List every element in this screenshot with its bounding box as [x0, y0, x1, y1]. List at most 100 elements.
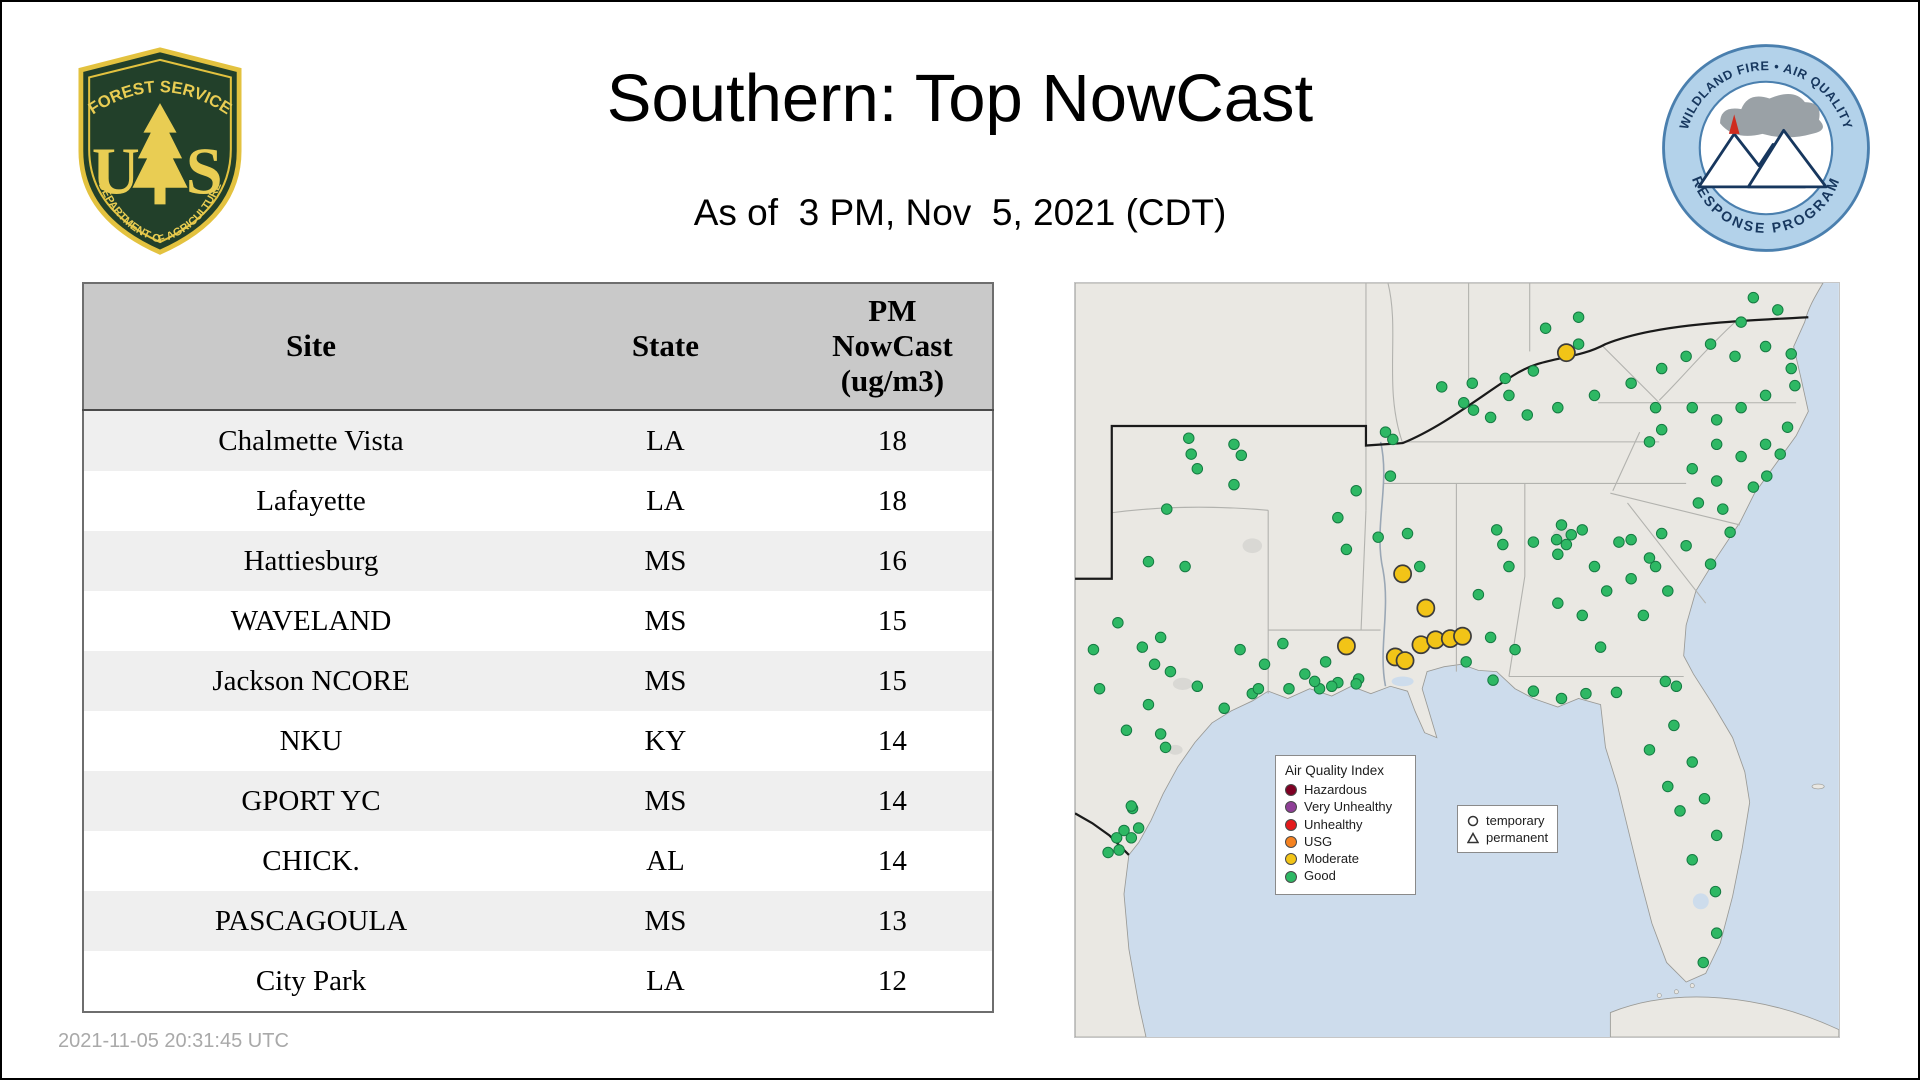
- monitor-dot-moderate: [1453, 626, 1472, 646]
- monitor-dot-good: [1503, 389, 1515, 402]
- monitor-dot-good: [1686, 756, 1698, 768]
- monitor-dot-good: [1161, 503, 1173, 515]
- column-header-pm-nowcast: PM NowCast (ug/m3): [792, 283, 993, 411]
- site-cell: City Park: [255, 964, 367, 997]
- monitor-dot-good: [1527, 536, 1540, 548]
- mississippi-river: [1379, 441, 1387, 687]
- monitor-dot-good: [1125, 832, 1138, 844]
- legend-row-temporary: temporary: [1467, 813, 1548, 828]
- monitor-dot-good: [1472, 588, 1485, 601]
- monitor-dot-good: [1401, 527, 1414, 540]
- table-row: City Park LA 12: [83, 951, 993, 1012]
- state-borders: [1111, 283, 1797, 694]
- monitor-dot-good: [1228, 478, 1240, 491]
- permanent-label: permanent: [1486, 830, 1549, 845]
- legend-item: Moderate: [1285, 851, 1406, 866]
- value-cell: 13: [877, 904, 907, 937]
- monitor-dot-good: [1332, 511, 1344, 524]
- state-cell: MS: [644, 784, 687, 817]
- monitor-dot-good: [1659, 675, 1672, 688]
- monitor-dot-good: [1655, 362, 1668, 375]
- state-cell: MS: [644, 544, 687, 577]
- monitor-map: Air Quality Index Hazardous Very Unhealth…: [1074, 282, 1840, 1038]
- map-canvas: [1075, 283, 1839, 1037]
- legend-label: Unhealthy: [1304, 816, 1363, 832]
- pine-tree-icon: [132, 103, 188, 205]
- monitor-dot-good: [1228, 438, 1240, 451]
- table-row: Jackson NCORE MS 15: [83, 651, 993, 711]
- site-cell: PASCAGOULA: [214, 904, 408, 937]
- monitor-dot-good: [1102, 846, 1114, 859]
- monitor-dot-good: [1576, 609, 1589, 622]
- monitor-dot-good: [1484, 411, 1497, 424]
- legend-row-permanent: permanent: [1467, 830, 1548, 845]
- monitor-dot-good: [1710, 414, 1723, 426]
- monitor-dot-good: [1789, 379, 1801, 392]
- legend-color-swatch: [1285, 870, 1297, 883]
- monitor-dot-good: [1191, 680, 1204, 693]
- page-title: Southern: Top NowCast: [606, 61, 1314, 136]
- value-cell: 12: [877, 964, 907, 997]
- nowcast-table-header: Site State PM NowCast (ug/m3): [83, 283, 993, 411]
- value-cell: 16: [877, 544, 907, 577]
- legend-color-swatch: [1285, 853, 1297, 866]
- monitor-dot-good: [1674, 805, 1686, 817]
- monitor-dot-good: [1692, 497, 1705, 509]
- table-row: CHICK. AL 14: [83, 831, 993, 891]
- monitor-dot-good: [1112, 616, 1124, 629]
- monitor-dot-good: [1299, 668, 1311, 680]
- monitor-dot-good: [1387, 433, 1399, 446]
- bahama-island: [1811, 783, 1825, 790]
- monitor-dot-good: [1759, 340, 1772, 353]
- monitor-dot-good: [1610, 686, 1623, 699]
- table-row: PASCAGOULA MS 13: [83, 891, 993, 951]
- state-cell: AL: [646, 844, 685, 877]
- smoke-plume-icon: [1720, 93, 1823, 138]
- monitor-dot-good: [1686, 401, 1698, 414]
- monitor-dot-good: [1527, 685, 1540, 697]
- legend-color-swatch: [1285, 801, 1297, 814]
- column-header-state: State: [538, 283, 793, 411]
- value-cell: 15: [877, 664, 907, 697]
- monitor-dot-good: [1159, 741, 1172, 754]
- monitor-dot-good: [1154, 728, 1167, 740]
- state-cell: MS: [644, 604, 687, 637]
- monitor-dot-good: [1460, 656, 1472, 668]
- monitor-dot-good: [1487, 674, 1499, 686]
- legend-color-swatch: [1285, 818, 1297, 831]
- monitor-dot-good: [1521, 409, 1534, 421]
- monitor-dot-good: [1655, 423, 1668, 436]
- nowcast-table-body: Chalmette Vista LA 18 Lafayette LA 18 Hattiesb…: [83, 410, 993, 1012]
- wildland-fire-air-quality-logo: WILDLAND FIRE • AIR QUALITY RESPONSE PRO…: [1662, 44, 1870, 252]
- monitor-dot-good: [1710, 438, 1723, 451]
- monitor-dot-good: [1649, 401, 1662, 414]
- moderate-monitor-dots: [1336, 343, 1576, 671]
- monitor-dot-good: [1340, 543, 1353, 556]
- monitor-dot-good: [1467, 404, 1480, 416]
- monitor-dot-good: [1183, 432, 1195, 444]
- page-subtitle: As of 3 PM, Nov 5, 2021 (CDT): [693, 192, 1227, 233]
- site-cell: CHICK.: [262, 844, 360, 877]
- land-mass: [1075, 283, 1824, 1037]
- state-cell: LA: [646, 964, 685, 997]
- monitor-dot-good: [1747, 481, 1760, 493]
- monitor-dot-good: [1600, 585, 1613, 597]
- value-cell: 18: [877, 484, 907, 517]
- monitor-dot-good: [1136, 641, 1149, 653]
- monitor-dot-good: [1148, 658, 1161, 671]
- aqi-legend-title: Air Quality Index: [1285, 763, 1385, 778]
- monitor-dot-good: [1466, 377, 1479, 389]
- monitor-dot-good: [1120, 724, 1133, 737]
- monitor-dot-good: [1709, 885, 1722, 898]
- monitor-dot-good: [1503, 560, 1515, 573]
- monitor-dot-good: [1413, 560, 1426, 573]
- state-cell: MS: [644, 904, 687, 937]
- monitor-dot-good: [1283, 682, 1295, 695]
- state-cell: KY: [644, 724, 687, 757]
- florida-keys: [1656, 983, 1695, 998]
- monitor-dot-good: [1704, 558, 1717, 570]
- legend-label: Good: [1304, 868, 1336, 884]
- monitor-dot-good: [1572, 311, 1585, 323]
- monitor-dot-good: [1704, 338, 1717, 350]
- monitor-dot-good: [1643, 436, 1656, 448]
